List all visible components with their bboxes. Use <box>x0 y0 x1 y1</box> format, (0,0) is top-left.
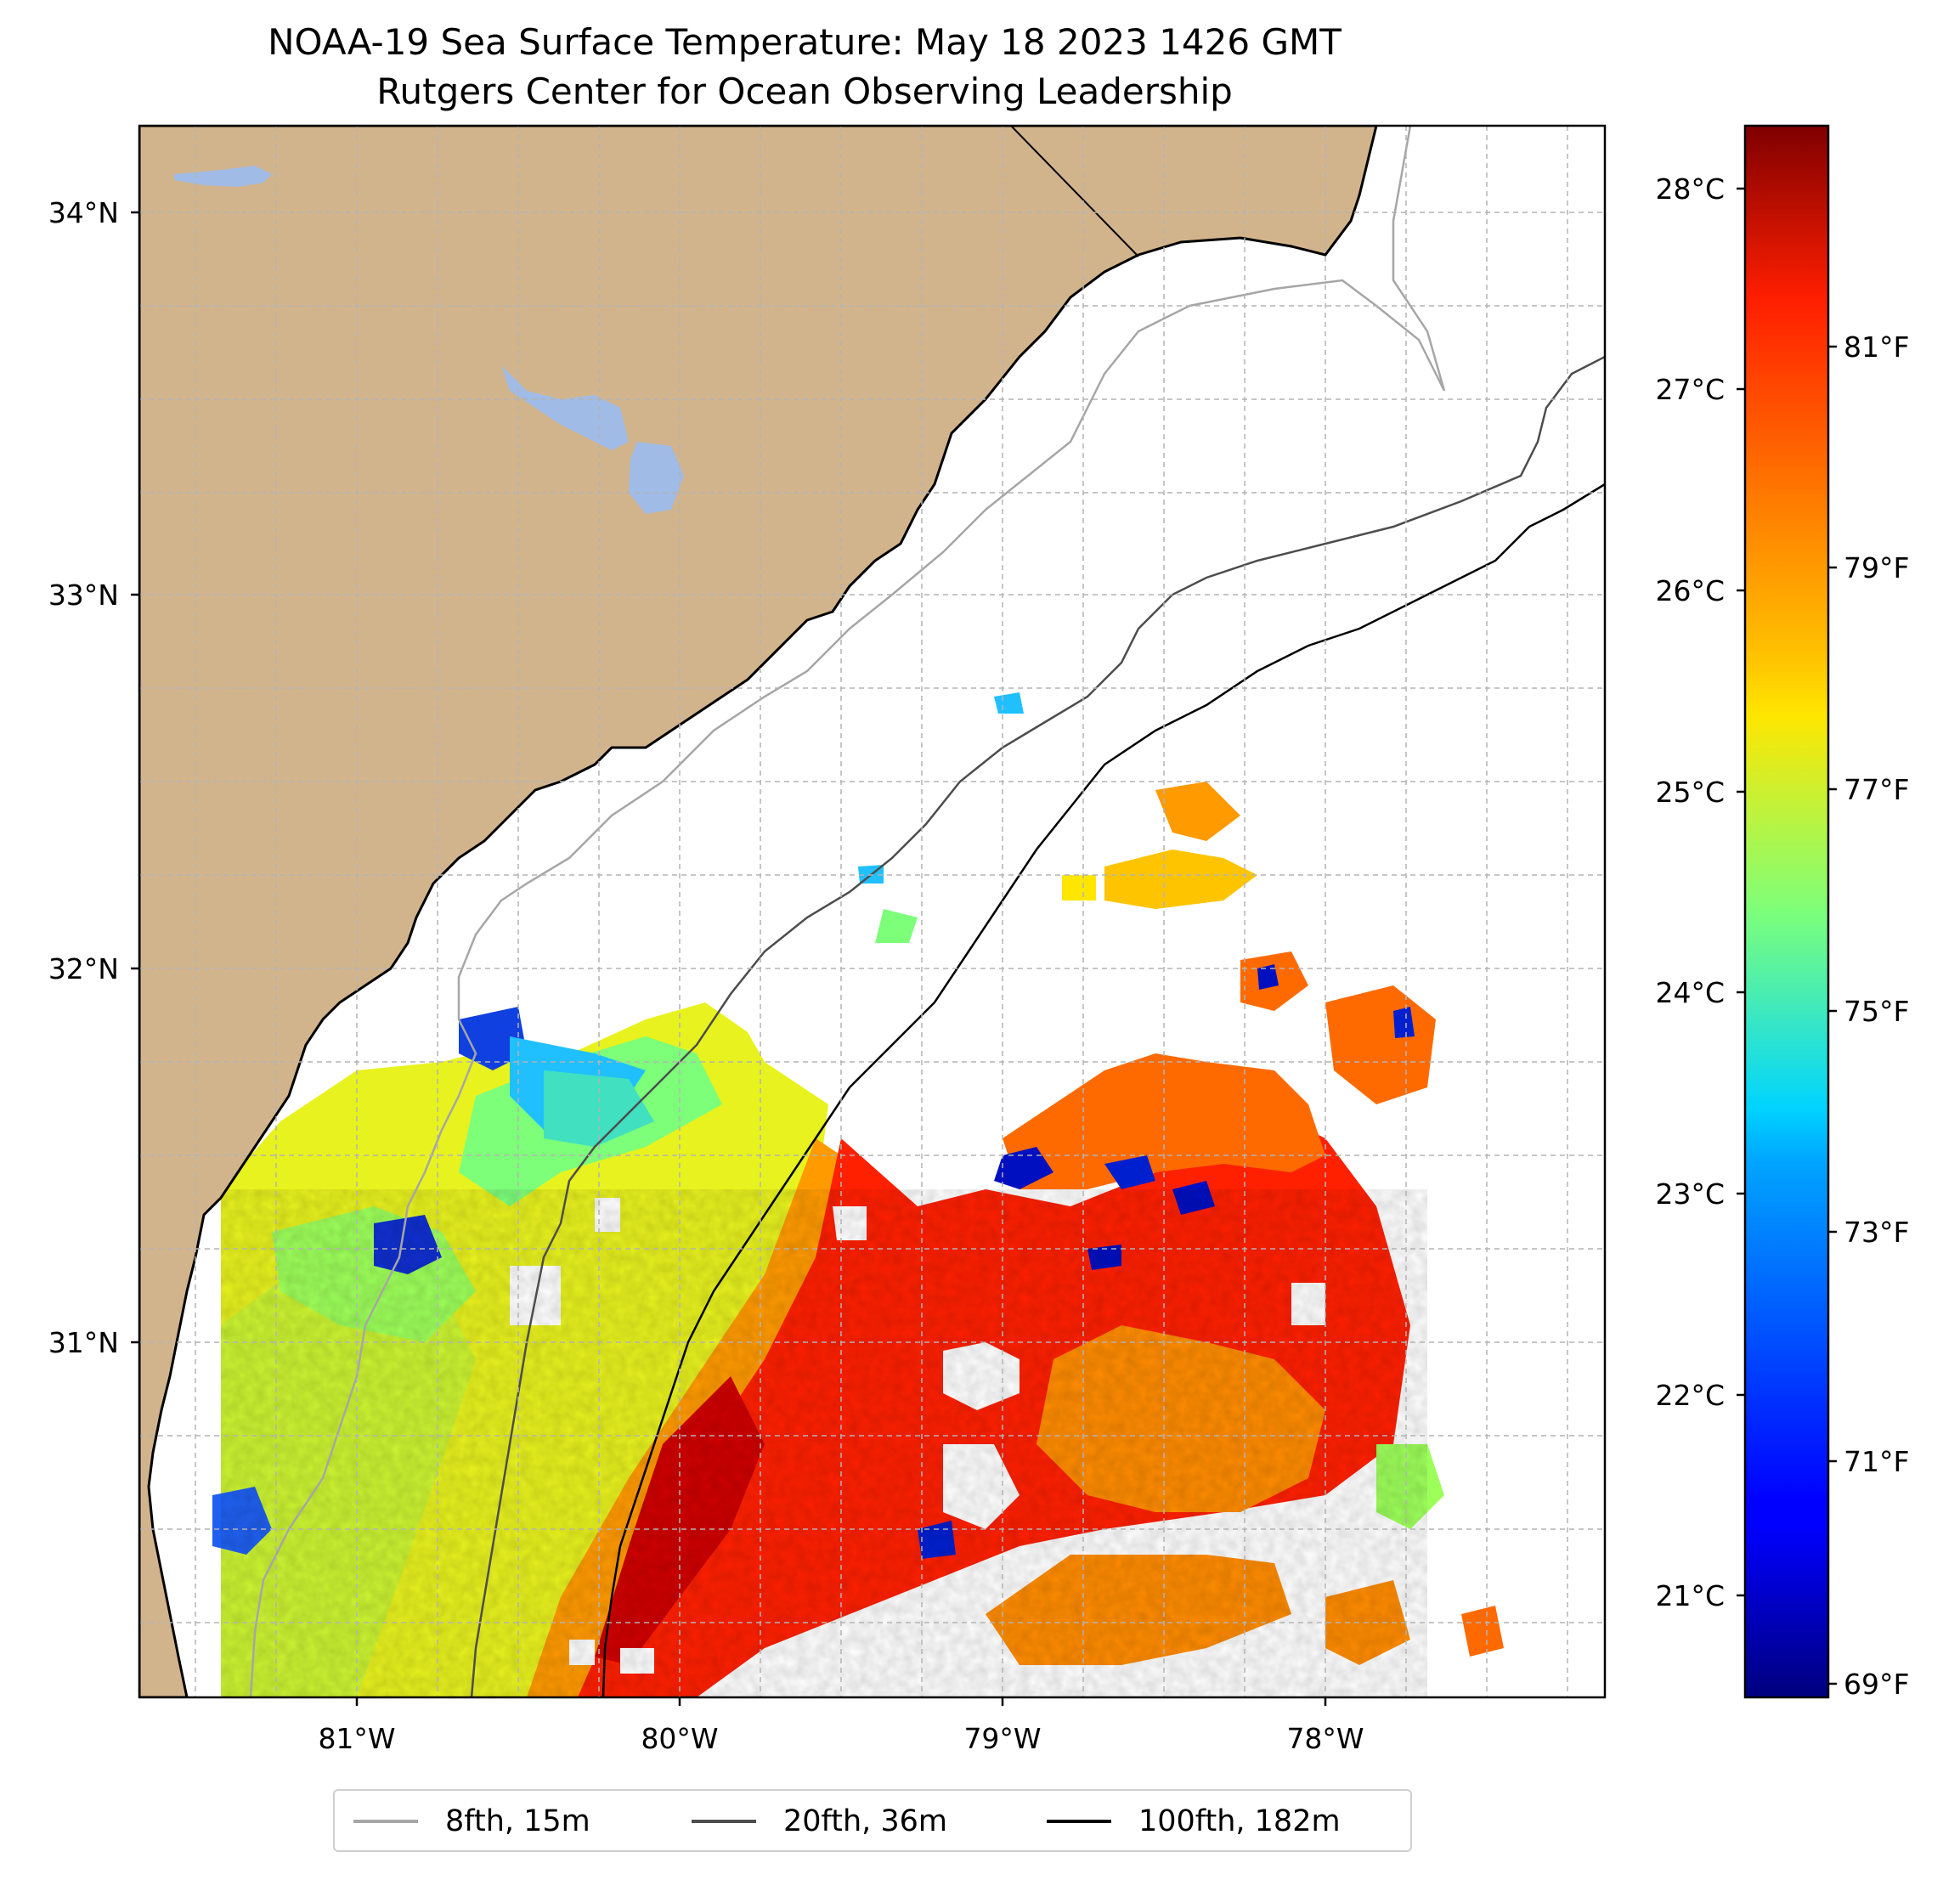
fahrenheit-label: 79°F <box>1844 551 1909 584</box>
isobath-legend: 8fth, 15m 20fth, 36m 100fth, 182m <box>333 1789 1412 1852</box>
map-title: NOAA-19 Sea Surface Temperature: May 18 … <box>268 21 1341 63</box>
lon-label: 78°W <box>1286 1722 1364 1755</box>
celsius-label: 21°C <box>1655 1579 1725 1612</box>
isobath-20fth-line <box>470 355 1605 1697</box>
celsius-label: 25°C <box>1655 776 1725 809</box>
fahrenheit-label: 73°F <box>1844 1216 1909 1249</box>
lon-label: 79°W <box>963 1722 1041 1755</box>
lake-marion <box>501 365 629 450</box>
map-area <box>139 126 1605 1697</box>
isobath-100fth-line <box>602 483 1605 1697</box>
gridlines <box>139 126 1605 1697</box>
legend-label: 20fth, 36m <box>783 1804 948 1838</box>
colorbar <box>1743 124 1830 1699</box>
fahrenheit-label: 69°F <box>1844 1668 1909 1701</box>
map-subtitle: Rutgers Center for Ocean Observing Leade… <box>376 71 1233 112</box>
fahrenheit-label: 71°F <box>1844 1445 1909 1478</box>
land-mass <box>139 126 1378 1697</box>
celsius-label: 26°C <box>1655 574 1725 607</box>
celsius-label: 22°C <box>1655 1379 1725 1412</box>
lake-moultrie <box>174 166 272 187</box>
lon-label: 80°W <box>641 1722 718 1755</box>
lon-label: 81°W <box>318 1722 395 1755</box>
legend-swatch <box>1047 1820 1111 1823</box>
map-frame <box>138 124 1607 1699</box>
lat-label: 33°N <box>48 579 119 612</box>
fahrenheit-label: 77°F <box>1844 773 1909 806</box>
celsius-label: 27°C <box>1655 373 1725 406</box>
celsius-label: 23°C <box>1655 1177 1725 1211</box>
lat-label: 32°N <box>48 952 119 985</box>
celsius-label: 28°C <box>1655 172 1725 206</box>
sst-data-layer <box>212 692 1504 1697</box>
map-ticks <box>131 211 1327 1706</box>
fahrenheit-label: 81°F <box>1844 330 1909 364</box>
legend-swatch <box>353 1820 418 1823</box>
fahrenheit-label: 75°F <box>1844 995 1909 1028</box>
legend-label: 100fth, 182m <box>1138 1804 1341 1838</box>
lat-label: 31°N <box>48 1326 119 1359</box>
colorbar-ticks <box>1737 187 1837 1685</box>
celsius-label: 24°C <box>1655 976 1725 1009</box>
state-border <box>1010 126 1139 257</box>
legend-label: 8fth, 15m <box>445 1804 590 1838</box>
legend-swatch <box>692 1820 756 1823</box>
lat-label: 34°N <box>48 196 119 229</box>
lake-marion-lower <box>629 442 684 514</box>
